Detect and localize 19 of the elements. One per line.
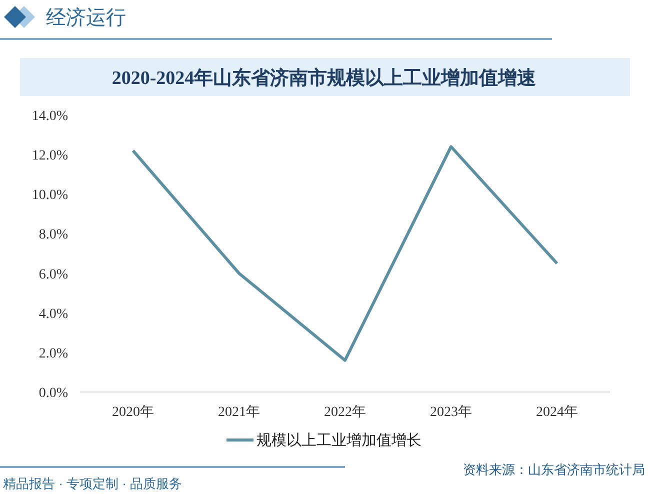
x-tick-label: 2023年	[430, 404, 472, 420]
y-tick-label: 4.0%	[38, 306, 68, 322]
legend-label: 规模以上工业增加值增长	[256, 432, 422, 449]
y-tick-label: 6.0%	[38, 267, 68, 282]
y-tick-label: 10.0%	[32, 188, 68, 204]
y-tick-label: 12.0%	[32, 148, 68, 164]
legend: 规模以上工业增加值增长	[226, 432, 422, 449]
text: 资料来源：山东省济南市统计局	[463, 462, 645, 477]
x-tick-label: 2022年	[324, 404, 366, 420]
text: 经济运行	[46, 7, 126, 29]
y-tick-label: 8.0%	[38, 228, 68, 243]
x-tick-label: 2020年	[112, 404, 154, 420]
text: 精品报告 · 专项定制 · 品质服务	[3, 476, 182, 491]
y-tick-label: 14.0%	[32, 109, 68, 124]
y-tick-label: 0.0%	[38, 386, 68, 401]
x-tick-label: 2024年	[536, 404, 578, 420]
x-tick-label: 2021年	[218, 404, 260, 420]
chart-title: 2020-2024年山东省济南市规模以上工业增加值增速	[112, 67, 536, 89]
y-tick-label: 2.0%	[38, 346, 68, 362]
